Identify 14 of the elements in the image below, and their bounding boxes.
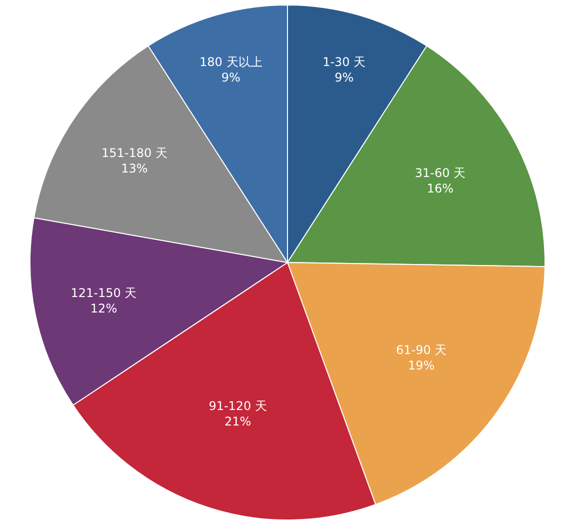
data-label: 16% [426,181,454,196]
slice-label: 1-30 天 [322,54,366,69]
data-label: 9% [334,70,354,85]
data-label: 12% [90,302,118,316]
data-label: 19% [408,358,435,373]
slice-label: 151-180 天 [101,146,168,160]
slice-label: 91-120 天 [208,398,268,413]
slice-label: 180 天以上 [200,54,262,69]
data-label: 21% [224,414,252,428]
slice-label: 61-90 天 [396,343,447,358]
data-label: 13% [121,161,148,176]
data-label: 9% [221,70,240,85]
slice-label: 121-150 天 [70,286,137,300]
slice-label: 31-60 天 [414,166,466,180]
